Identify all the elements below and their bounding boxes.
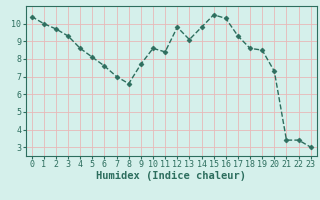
X-axis label: Humidex (Indice chaleur): Humidex (Indice chaleur) [96, 171, 246, 181]
